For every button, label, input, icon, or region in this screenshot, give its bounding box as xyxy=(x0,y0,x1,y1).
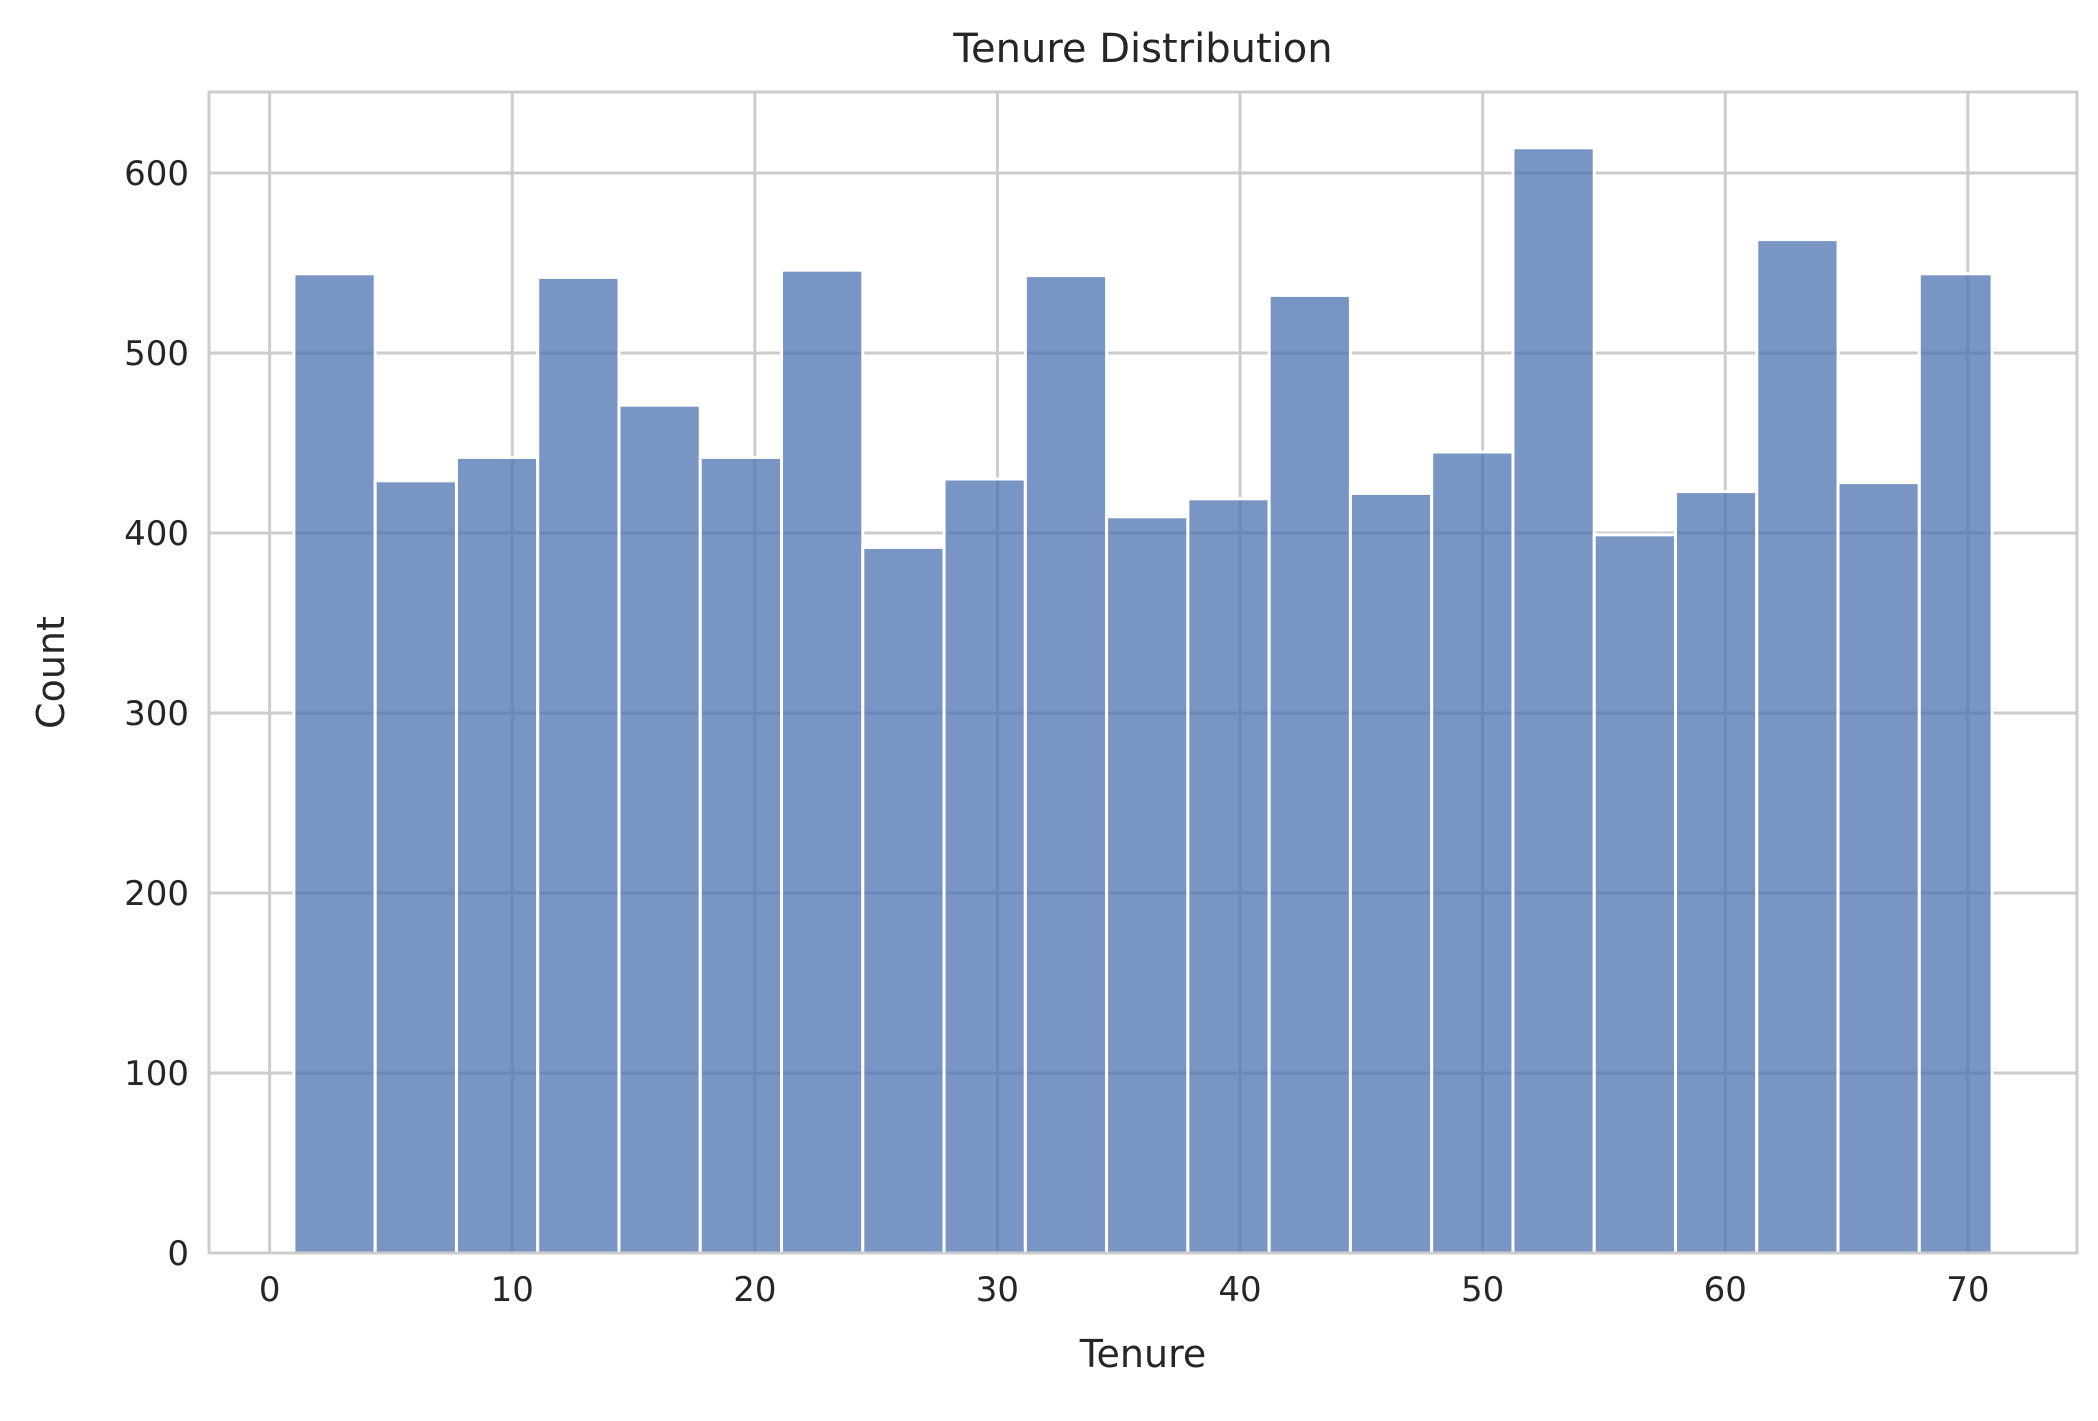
x-axis-ticks: 0 10 20 30 40 50 60 70 xyxy=(259,1270,1990,1310)
histogram-bar xyxy=(1023,274,1109,1255)
x-tick-label: 60 xyxy=(1704,1270,1747,1310)
x-tick-label: 70 xyxy=(1946,1270,1989,1310)
histogram-bar xyxy=(861,545,946,1255)
y-tick-label: 0 xyxy=(167,1234,189,1274)
histogram-bar xyxy=(1105,515,1190,1255)
x-tick-label: 30 xyxy=(976,1270,1019,1310)
y-tick-label: 300 xyxy=(124,694,189,734)
x-tick-label: 20 xyxy=(733,1270,776,1310)
x-tick-label: 40 xyxy=(1218,1270,1261,1310)
histogram-bar xyxy=(1592,533,1678,1255)
x-axis-title: Tenure xyxy=(1079,1332,1206,1376)
histogram-bar xyxy=(373,479,458,1255)
x-tick-label: 10 xyxy=(491,1270,534,1310)
histogram-bar xyxy=(1348,491,1434,1255)
histogram-bar xyxy=(292,272,377,1255)
histogram-bar xyxy=(536,275,621,1255)
histogram-bar xyxy=(1755,238,1840,1255)
bars xyxy=(292,146,1994,1255)
x-tick-label: 0 xyxy=(259,1270,281,1310)
histogram-bar xyxy=(1186,497,1271,1255)
x-tick-label: 50 xyxy=(1461,1270,1504,1310)
histogram-bar xyxy=(617,403,702,1255)
y-tick-label: 500 xyxy=(124,334,189,374)
histogram-bar xyxy=(698,455,784,1255)
histogram-bar xyxy=(1430,450,1515,1255)
histogram-bar xyxy=(1917,272,1994,1255)
chart-title: Tenure Distribution xyxy=(952,26,1332,72)
y-tick-label: 100 xyxy=(124,1054,189,1094)
histogram-bar xyxy=(1674,490,1759,1255)
histogram-bar xyxy=(454,455,540,1255)
histogram-bar xyxy=(1511,146,1596,1255)
y-tick-label: 400 xyxy=(124,514,189,554)
plot-frame xyxy=(207,90,2079,1255)
y-axis-ticks: 0 100 200 300 400 500 600 xyxy=(124,154,189,1274)
y-axis-title: Count xyxy=(29,616,73,729)
y-tick-label: 600 xyxy=(124,154,189,194)
histogram-bar xyxy=(780,268,865,1255)
y-tick-label: 200 xyxy=(124,874,189,914)
histogram-bar xyxy=(1836,481,1921,1255)
histogram-bar xyxy=(1267,293,1352,1255)
histogram-bar xyxy=(942,477,1027,1255)
